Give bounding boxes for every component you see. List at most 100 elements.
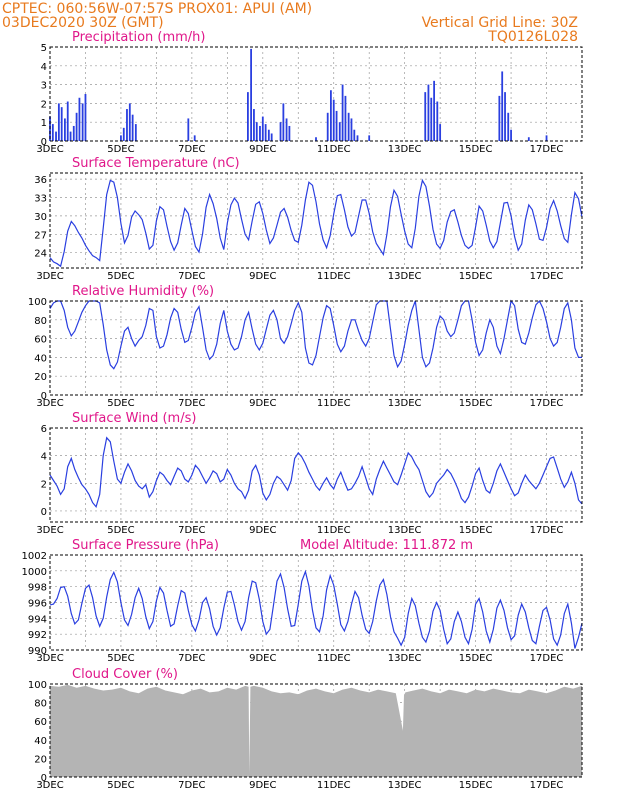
cloud-area (50, 684, 582, 777)
precip-xtick-label: 11DEC (317, 144, 351, 155)
precip-panel: 0 1 2 3 4 5 Precipitation (mm/h) 3DEC 5DEC 7DEC 9D… (36, 30, 583, 155)
cloud-ytick-label: 40 (34, 736, 47, 747)
humidity-ytick-label: 60 (34, 335, 47, 346)
precip-bar (368, 135, 371, 141)
humidity-xtick-label: 7DEC (178, 398, 205, 409)
precip-bar (63, 118, 66, 141)
precip-bar (78, 97, 81, 141)
humidity-line (49, 299, 582, 370)
precip-bar (436, 101, 439, 141)
precip-title: Precipitation (mm/h) (72, 30, 205, 45)
wind-ytick-label: 2 (41, 479, 47, 490)
humidity-xtick-label: 13DEC (388, 398, 422, 409)
cloud-ytick-label: 80 (34, 699, 47, 710)
pressure-subtitle: Model Altitude: 111.872 m (300, 538, 473, 553)
pressure-xtick-label: 3DEC (36, 653, 63, 664)
pressure-xtick-label: 15DEC (459, 653, 493, 664)
header-model-id: TQ0126L028 (487, 29, 578, 45)
precip-bar (507, 112, 510, 141)
precip-bar (193, 135, 196, 141)
precip-xtick-label: 3DEC (36, 144, 63, 155)
temperature-ytick-label: 24 (34, 249, 47, 260)
cloud-xtick-label: 5DEC (107, 780, 134, 791)
pressure-xtick-label: 7DEC (178, 653, 205, 664)
precip-bar (69, 131, 72, 141)
precip-bar (261, 116, 264, 141)
precip-bar (253, 109, 255, 141)
precip-bar (350, 118, 353, 141)
pressure-xtick-label: 5DEC (107, 653, 134, 664)
precip-bar (250, 48, 252, 141)
temperature-xtick-label: 3DEC (36, 271, 63, 282)
precip-bar (424, 92, 427, 141)
precip-bar (72, 125, 75, 141)
precip-bar (527, 137, 530, 141)
temperature-xtick-label: 11DEC (317, 271, 351, 282)
precip-bar (55, 131, 57, 141)
wind-line (49, 436, 583, 509)
precip-bar (57, 103, 60, 141)
pressure-panel: 990 992 994 996 998 1000 1002 Surface Pressure … (22, 538, 583, 664)
precip-bar (504, 92, 506, 141)
cloud-xtick-label: 9DEC (249, 780, 276, 791)
precip-xtick-label: 13DEC (388, 144, 422, 155)
precip-xtick-label: 15DEC (459, 144, 493, 155)
temperature-xtick-label: 7DEC (178, 271, 205, 282)
precip-bar (338, 122, 341, 141)
pressure-xtick-label: 17DEC (530, 653, 564, 664)
precip-bar (75, 112, 78, 141)
humidity-xtick-label: 3DEC (36, 398, 63, 409)
pressure-ytick-label: 998 (28, 583, 47, 594)
temperature-xtick-label: 13DEC (388, 271, 422, 282)
humidity-ytick-label: 0 (41, 391, 47, 402)
precip-bar (122, 127, 125, 141)
header-location: CPTEC: 060:56W-07:57S PROX01: APUI (AM) (2, 1, 312, 17)
cloud-xtick-label: 11DEC (317, 780, 351, 791)
cloud-panel: 0 20 40 60 80 100 Cloud Cover (%) 3DEC 5DEC 7DEC 9… (28, 667, 583, 791)
precip-ytick-label: 5 (41, 43, 47, 54)
wind-ytick-label: 6 (41, 424, 47, 435)
precip-xtick-label: 9DEC (249, 144, 276, 155)
cloud-ytick-label: 100 (28, 680, 47, 691)
cloud-xtick-label: 15DEC (459, 780, 493, 791)
precip-bar (510, 129, 512, 141)
temperature-xtick-label: 9DEC (249, 271, 276, 282)
temperature-frame (49, 172, 583, 269)
precip-bar (433, 80, 436, 141)
wind-xtick-label: 15DEC (459, 525, 493, 536)
cloud-ytick-label: 20 (34, 754, 47, 765)
pressure-xtick-label: 9DEC (249, 653, 276, 664)
wind-xtick-label: 3DEC (36, 525, 63, 536)
pressure-ytick-label: 990 (28, 646, 47, 657)
cloud-ytick-label: 0 (41, 773, 47, 784)
humidity-frame (49, 300, 583, 396)
precip-ytick-label: 3 (41, 81, 47, 92)
pressure-line (49, 569, 583, 649)
panels: 0 1 2 3 4 5 Precipitation (mm/h) 3DEC 5DEC 7DEC 9D… (22, 30, 583, 791)
wind-xtick-label: 13DEC (388, 525, 422, 536)
precip-bar (126, 109, 128, 141)
precip-xtick-label: 5DEC (107, 144, 134, 155)
precip-bar (259, 125, 261, 141)
wind-ytick-label: 4 (41, 452, 47, 463)
temperature-ytick-label: 36 (34, 175, 47, 186)
cloud-xtick-label: 13DEC (388, 780, 422, 791)
precip-bar (326, 112, 329, 141)
humidity-xtick-label: 9DEC (249, 398, 276, 409)
pressure-ytick-label: 994 (28, 614, 47, 625)
pressure-xtick-label: 11DEC (317, 653, 351, 664)
precip-bar (51, 124, 54, 141)
pressure-frame (49, 554, 583, 651)
header-grid-note: Vertical Grid Line: 30Z (422, 15, 578, 31)
wind-panel: 0 2 4 6 Surface Wind (m/s) 3DEC 5DEC 7DEC 9DEC 11… (36, 411, 583, 536)
precip-bar (267, 129, 270, 141)
pressure-ytick-label: 992 (28, 630, 47, 641)
precip-bar (134, 124, 137, 141)
pressure-ytick-label: 1002 (22, 551, 47, 562)
wind-xtick-label: 5DEC (107, 525, 134, 536)
wind-xtick-label: 17DEC (530, 525, 564, 536)
header: CPTEC: 060:56W-07:57S PROX01: APUI (AM) … (2, 1, 578, 45)
precip-ytick-label: 4 (41, 62, 47, 73)
precip-bar (335, 110, 338, 141)
temperature-xtick-label: 15DEC (459, 271, 493, 282)
